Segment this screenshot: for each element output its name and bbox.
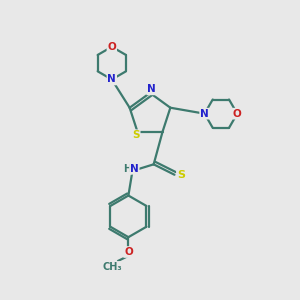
Text: S: S	[132, 130, 140, 140]
Text: O: O	[233, 109, 242, 119]
Text: O: O	[107, 42, 116, 52]
Text: S: S	[177, 170, 185, 180]
Text: H: H	[123, 164, 131, 174]
Text: N: N	[130, 164, 139, 174]
Text: O: O	[124, 247, 133, 257]
Text: N: N	[107, 74, 116, 85]
Text: N: N	[200, 109, 209, 119]
Text: N: N	[147, 84, 156, 94]
Text: CH₃: CH₃	[103, 262, 122, 272]
